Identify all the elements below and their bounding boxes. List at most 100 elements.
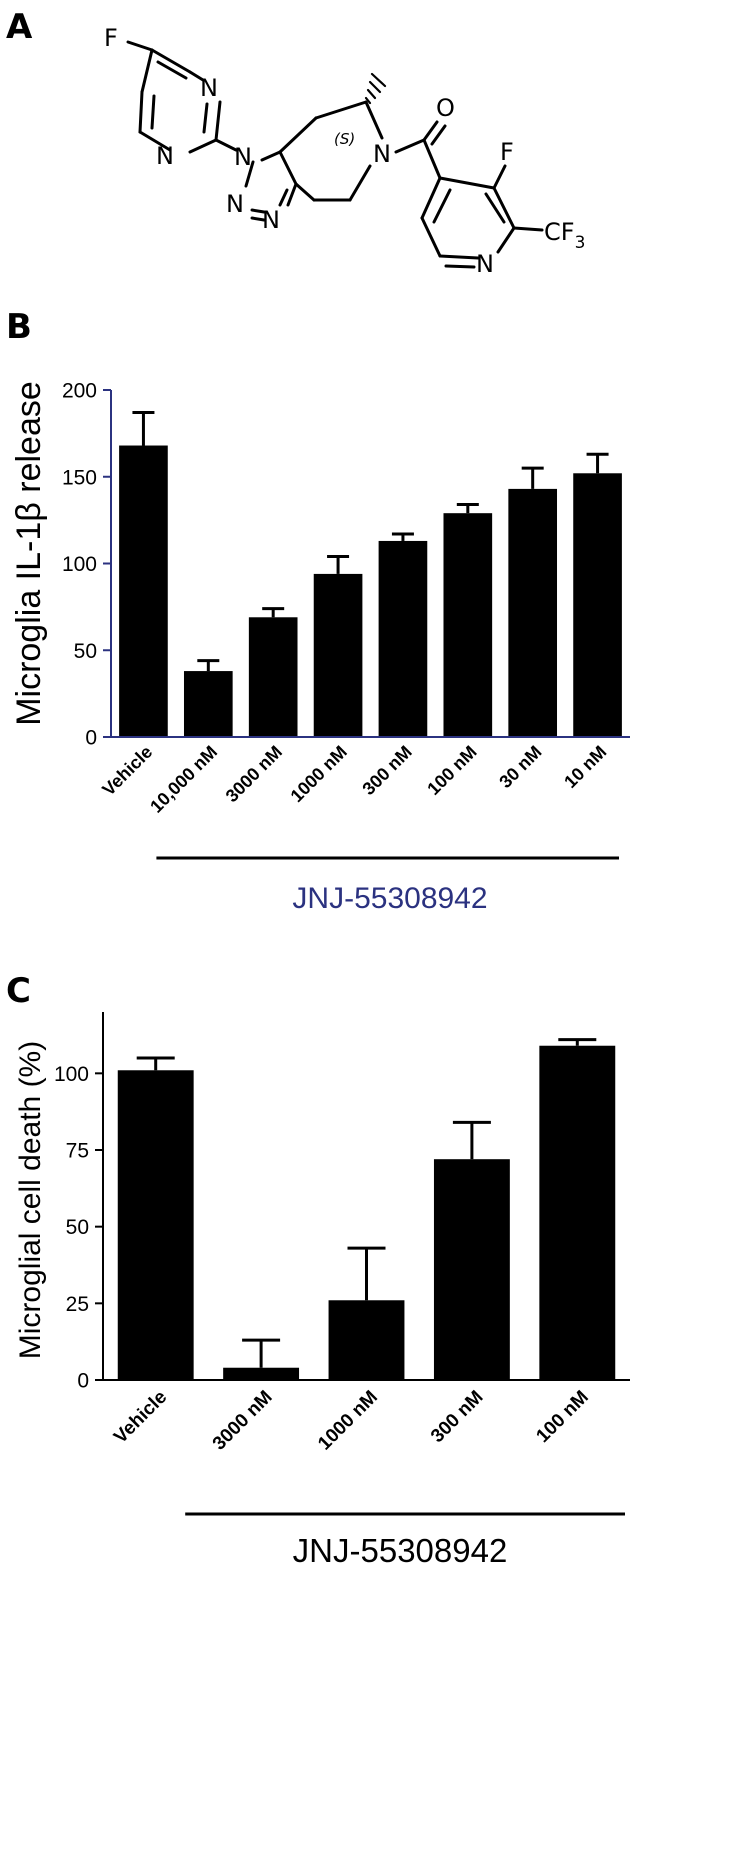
atom-cf3: CF3 xyxy=(544,218,585,253)
atom-n: N xyxy=(234,143,252,171)
bond-double xyxy=(202,102,209,134)
panel-c-letter: C xyxy=(6,971,31,1011)
atom-labels: F N N N N N N (S) O F CF3 N xyxy=(104,24,585,278)
bond xyxy=(214,138,238,152)
bond xyxy=(244,160,255,188)
bond xyxy=(438,176,496,190)
chemical-structure xyxy=(126,40,544,269)
category-label-4: 1000 nM xyxy=(287,742,351,806)
bar-3 xyxy=(328,1300,405,1380)
panel-b-letter: B xyxy=(6,307,32,347)
bond xyxy=(150,48,192,74)
panel-a-letter: A xyxy=(6,7,33,47)
category-label-5: 100 nM xyxy=(532,1387,592,1447)
bond xyxy=(422,138,442,180)
bar-6 xyxy=(443,513,493,737)
bond xyxy=(422,120,439,142)
y-tick-label-0: 0 xyxy=(77,1370,89,1393)
bond xyxy=(214,100,222,142)
category-label-3: 3000 nM xyxy=(222,742,286,806)
bond-double xyxy=(484,192,506,224)
panel-a: A xyxy=(6,7,585,278)
bar-7 xyxy=(508,488,558,737)
bond xyxy=(420,176,442,220)
bond xyxy=(394,138,426,154)
bar-1 xyxy=(117,1070,194,1380)
bond xyxy=(138,90,144,134)
bond xyxy=(188,70,205,82)
atom-o: O xyxy=(436,94,455,122)
category-label-3: 1000 nM xyxy=(314,1387,382,1455)
bond xyxy=(188,138,218,154)
bond-double xyxy=(278,188,289,207)
atom-n: N xyxy=(156,142,174,170)
treatment-group-label: JNJ-55308942 xyxy=(293,1532,508,1569)
bond-double xyxy=(430,124,447,146)
bond-double xyxy=(444,264,476,269)
panel-c-chart: C Microglial cell death (%) Vehicle 3000 n… xyxy=(6,971,630,1569)
bond xyxy=(138,130,172,152)
bond xyxy=(286,182,298,207)
bar-8 xyxy=(573,473,622,737)
category-label-7: 30 nM xyxy=(495,742,545,792)
bond xyxy=(260,150,282,162)
bond xyxy=(348,164,372,202)
bond xyxy=(492,164,507,190)
atom-n: N xyxy=(476,250,494,278)
bond xyxy=(278,150,298,186)
y-tick-label-200: 200 xyxy=(62,380,97,403)
bar-2 xyxy=(223,1367,300,1380)
category-label-1: Vehicle xyxy=(98,742,156,800)
y-tick-label-50: 50 xyxy=(66,1216,89,1239)
y-tick-label-25: 25 xyxy=(66,1293,89,1316)
bond-double xyxy=(150,94,156,130)
bar-4 xyxy=(313,573,363,737)
bond xyxy=(492,186,516,230)
y-tick-label-0: 0 xyxy=(85,727,97,750)
bond xyxy=(140,48,154,94)
bond xyxy=(250,208,266,214)
category-label-2: 3000 nM xyxy=(209,1387,277,1455)
atom-n: N xyxy=(262,206,280,234)
atom-n: N xyxy=(373,140,391,168)
category-label-6: 100 nM xyxy=(423,742,480,799)
atom-f: F xyxy=(500,138,514,166)
bond xyxy=(420,216,442,258)
y-axis-title: Microglial cell death (%) xyxy=(14,1041,47,1359)
stereo-label: (S) xyxy=(334,130,355,148)
bond xyxy=(278,116,318,154)
bond xyxy=(364,100,384,140)
bar-1 xyxy=(119,445,168,737)
y-tick-label-75: 75 xyxy=(66,1140,89,1163)
bar-3 xyxy=(248,617,298,737)
cf3-main: CF xyxy=(544,218,575,246)
atom-n: N xyxy=(226,190,244,218)
atom-f: F xyxy=(104,24,118,52)
bond xyxy=(512,226,544,232)
bond xyxy=(496,226,516,254)
bond-double xyxy=(156,60,188,80)
bond-double xyxy=(432,188,452,224)
y-tick-label-100: 100 xyxy=(62,553,97,576)
category-label-8: 10 nM xyxy=(560,742,610,792)
treatment-group-label: JNJ-55308942 xyxy=(292,882,487,915)
atom-n: N xyxy=(200,74,218,102)
bond-double xyxy=(250,216,266,222)
bond xyxy=(126,40,154,52)
y-tick-label-100: 100 xyxy=(54,1063,89,1086)
hashed-methyl-bond xyxy=(364,72,387,105)
category-label-1: Vehicle xyxy=(110,1387,171,1448)
category-label-5: 300 nM xyxy=(358,742,415,799)
bond xyxy=(314,100,368,120)
category-label-2: 10,000 nM xyxy=(146,742,221,817)
bar-5 xyxy=(378,540,428,737)
bond xyxy=(294,182,316,202)
y-tick-label-50: 50 xyxy=(74,640,97,663)
category-label-4: 300 nM xyxy=(427,1387,487,1447)
bar-4 xyxy=(433,1159,510,1380)
y-tick-label-150: 150 xyxy=(62,466,97,489)
bond xyxy=(438,254,480,260)
cf3-subscript: 3 xyxy=(575,233,586,253)
